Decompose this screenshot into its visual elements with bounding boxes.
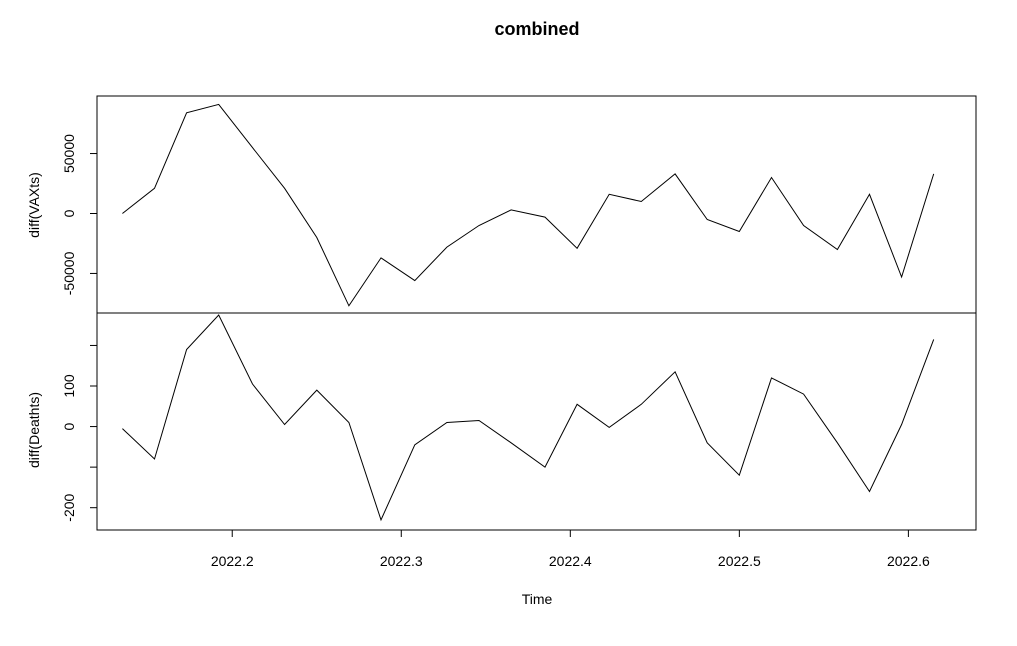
panel-bottom-frame (96, 312, 977, 531)
x-tick-label: 2022.4 (549, 553, 592, 569)
x-tick-label: 2022.2 (211, 553, 254, 569)
y-tick-label: 100 (61, 374, 77, 398)
panel-bottom-y-axis: -200 0 100 (61, 344, 98, 522)
x-tick-label: 2022.5 (718, 553, 761, 569)
x-axis: 2022.2 2022.3 2022.4 2022.5 2022.6 (211, 529, 930, 569)
chart-title: combined (494, 19, 579, 39)
y-tick-label: 0 (61, 422, 77, 430)
y-tick-label: -200 (61, 493, 77, 521)
y-tick-label: 0 (61, 209, 77, 217)
panel-top: -50000 0 50000 diff(VAXts) (26, 95, 977, 314)
panel-top-y-axis: -50000 0 50000 (61, 134, 98, 295)
y-tick-label: 50000 (61, 134, 77, 173)
panel-bottom-ylabel: diff(Deathts) (26, 392, 42, 468)
y-tick-label: -50000 (61, 251, 77, 295)
series-line-vaxts (122, 103, 935, 307)
panel-bottom: -200 0 100 diff(Deathts) (26, 312, 977, 531)
x-tick-label: 2022.6 (887, 553, 930, 569)
series-line-deathts (122, 314, 935, 522)
x-tick-label: 2022.3 (380, 553, 423, 569)
panel-top-frame (96, 95, 977, 314)
x-axis-label: Time (522, 591, 553, 607)
panel-top-ylabel: diff(VAXts) (26, 172, 42, 238)
